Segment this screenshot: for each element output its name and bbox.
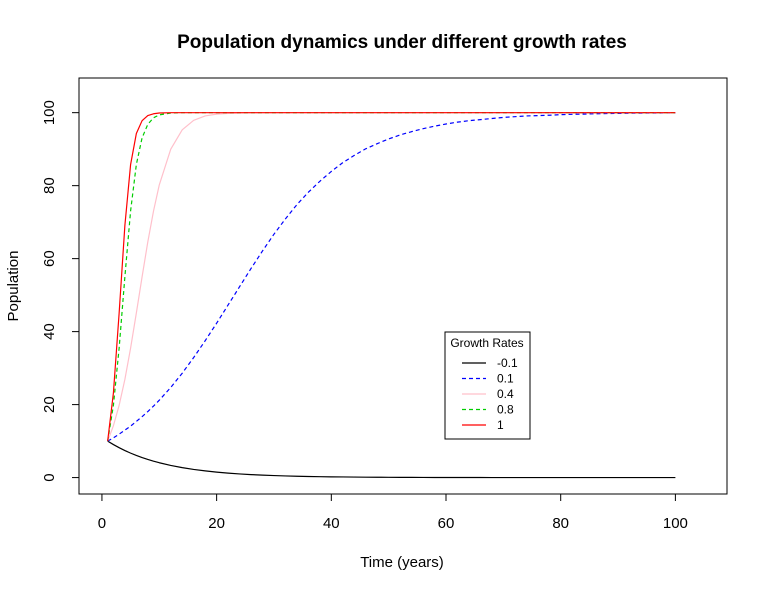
x-tick-label: 100 <box>663 515 688 532</box>
y-tick-label: 80 <box>41 177 58 194</box>
series-line-3 <box>107 112 676 442</box>
x-axis-label: Time (years) <box>360 554 444 571</box>
legend-label: 0.4 <box>497 387 514 401</box>
legend-label: 0.1 <box>497 372 514 386</box>
x-axis: 0 20 40 60 80 100 <box>98 493 688 532</box>
legend-label: 0.8 <box>497 403 514 417</box>
legend-entries: -0.1 0.10.4 0.81 <box>462 356 518 432</box>
series-line-4 <box>107 112 676 442</box>
y-axis-label: Population <box>5 251 22 322</box>
series-layer <box>107 112 676 479</box>
legend-label: -0.1 <box>497 356 518 370</box>
y-axis: 0 20 40 60 80 100 <box>41 100 80 482</box>
y-tick-label: 40 <box>41 323 58 340</box>
y-tick-label: 20 <box>41 396 58 413</box>
series-line-0 <box>107 440 676 479</box>
y-tick-label: 60 <box>41 250 58 267</box>
series-line-2 <box>107 112 676 442</box>
x-tick-label: 20 <box>208 515 225 532</box>
series-line-1 <box>107 112 676 442</box>
y-tick-label: 100 <box>41 100 58 125</box>
legend: Growth Rates -0.1 0.10.4 0.81 <box>444 331 531 440</box>
chart-title: Population dynamics under different grow… <box>177 32 627 53</box>
legend-title: Growth Rates <box>450 336 523 350</box>
x-tick-label: 60 <box>438 515 455 532</box>
x-tick-label: 40 <box>323 515 340 532</box>
legend-box <box>444 331 531 440</box>
legend-label: 1 <box>497 418 504 432</box>
x-tick-label: 80 <box>552 515 569 532</box>
y-tick-label: 0 <box>41 473 58 481</box>
x-tick-label: 0 <box>98 515 106 532</box>
